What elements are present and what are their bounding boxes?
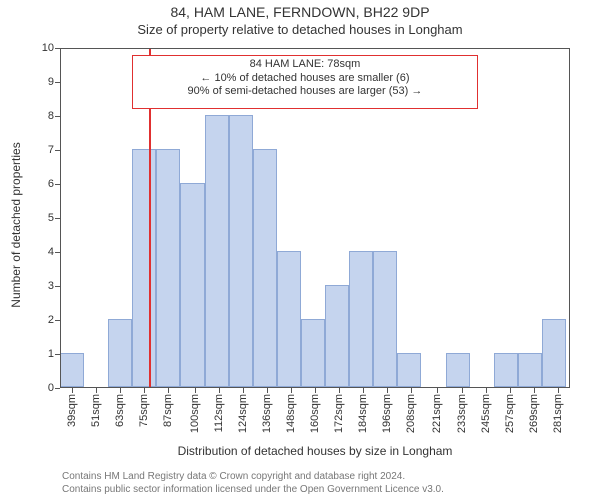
footer-line-2: Contains public sector information licen… (62, 483, 444, 496)
y-tick-mark (55, 354, 60, 355)
y-tick-label: 3 (48, 280, 54, 292)
y-tick-label: 2 (48, 314, 54, 326)
annotation-line-1: 84 HAM LANE: 78sqm (137, 58, 472, 72)
y-tick-mark (55, 320, 60, 321)
x-tick-label: 75sqm (138, 394, 150, 427)
x-tick-mark (267, 388, 268, 393)
y-tick-mark (55, 218, 60, 219)
x-tick-label: 245sqm (480, 394, 492, 433)
plot-area: 84 HAM LANE: 78sqm ← 10% of detached hou… (60, 48, 570, 388)
x-tick-mark (315, 388, 316, 393)
chart-title: 84, HAM LANE, FERNDOWN, BH22 9DP (0, 4, 600, 20)
x-tick-label: 112sqm (213, 394, 225, 432)
y-tick-mark (55, 252, 60, 253)
x-tick-mark (144, 388, 145, 393)
x-tick-mark (243, 388, 244, 393)
annotation-line-3: 90% of semi-detached houses are larger (… (137, 85, 472, 99)
x-tick-mark (387, 388, 388, 393)
property-size-histogram: 84, HAM LANE, FERNDOWN, BH22 9DP Size of… (0, 0, 600, 500)
x-tick-mark (411, 388, 412, 393)
annotation-box: 84 HAM LANE: 78sqm ← 10% of detached hou… (132, 55, 477, 109)
x-tick-mark (363, 388, 364, 393)
x-tick-label: 221sqm (431, 394, 443, 433)
annotation-line-2: ← 10% of detached houses are smaller (6) (137, 72, 472, 86)
x-tick-mark (534, 388, 535, 393)
x-tick-mark (195, 388, 196, 393)
x-tick-label: 148sqm (285, 394, 297, 433)
y-axis-label: Number of detached properties (9, 55, 23, 395)
y-tick-mark (55, 286, 60, 287)
y-tick-label: 6 (48, 178, 54, 190)
y-tick-label: 7 (48, 144, 54, 156)
x-tick-label: 63sqm (114, 394, 126, 427)
x-tick-label: 124sqm (237, 394, 249, 433)
y-tick-label: 0 (48, 382, 54, 394)
x-tick-mark (219, 388, 220, 393)
y-tick-label: 8 (48, 110, 54, 122)
x-tick-label: 39sqm (66, 394, 78, 427)
x-tick-mark (437, 388, 438, 393)
y-tick-label: 1 (48, 348, 54, 360)
y-tick-mark (55, 184, 60, 185)
y-tick-mark (55, 48, 60, 49)
y-tick-label: 4 (48, 246, 54, 258)
x-tick-label: 100sqm (189, 394, 201, 433)
x-tick-label: 87sqm (162, 394, 174, 427)
x-tick-label: 51sqm (90, 394, 102, 427)
y-tick-label: 9 (48, 76, 54, 88)
x-tick-mark (72, 388, 73, 393)
x-tick-label: 196sqm (381, 394, 393, 433)
x-tick-mark (510, 388, 511, 393)
chart-subtitle: Size of property relative to detached ho… (0, 22, 600, 37)
x-tick-label: 257sqm (504, 394, 516, 433)
x-tick-label: 208sqm (405, 394, 417, 433)
y-tick-mark (55, 82, 60, 83)
footer-line-1: Contains HM Land Registry data © Crown c… (62, 470, 444, 483)
y-tick-label: 10 (42, 42, 54, 54)
y-tick-label: 5 (48, 212, 54, 224)
y-tick-mark (55, 116, 60, 117)
attribution-footer: Contains HM Land Registry data © Crown c… (62, 470, 444, 496)
x-tick-mark (486, 388, 487, 393)
x-tick-label: 160sqm (309, 394, 321, 433)
x-tick-mark (558, 388, 559, 393)
y-tick-mark (55, 388, 60, 389)
x-tick-mark (96, 388, 97, 393)
x-tick-mark (120, 388, 121, 393)
x-tick-mark (462, 388, 463, 393)
x-tick-mark (168, 388, 169, 393)
x-tick-mark (339, 388, 340, 393)
x-tick-mark (291, 388, 292, 393)
x-tick-label: 184sqm (357, 394, 369, 433)
x-axis-label: Distribution of detached houses by size … (60, 444, 570, 458)
x-tick-label: 136sqm (261, 394, 273, 433)
y-tick-mark (55, 150, 60, 151)
x-tick-label: 269sqm (528, 394, 540, 433)
x-tick-label: 233sqm (456, 394, 468, 433)
x-tick-label: 172sqm (333, 394, 345, 433)
x-tick-label: 281sqm (552, 394, 564, 433)
